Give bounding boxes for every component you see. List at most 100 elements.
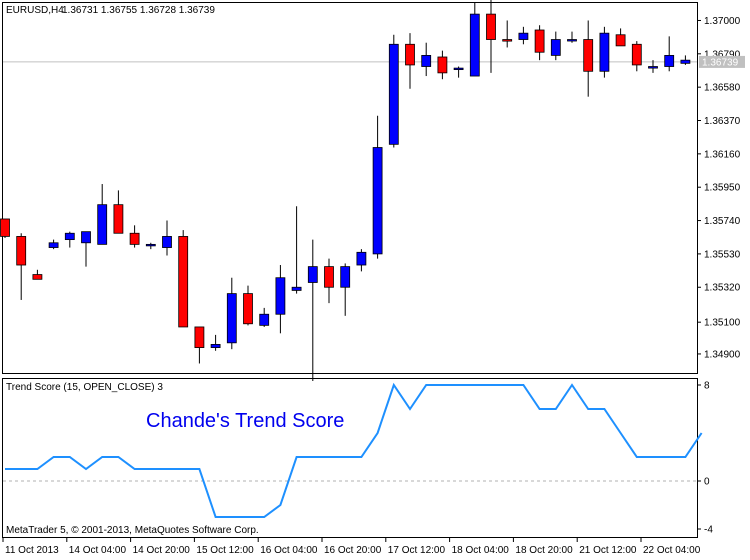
candle xyxy=(275,265,286,334)
candle xyxy=(178,230,189,328)
candle xyxy=(502,20,513,48)
indicator-tick-label: -4 xyxy=(704,525,713,536)
main-panel-frame[interactable] xyxy=(2,2,698,374)
candle-body xyxy=(437,56,448,74)
candle-body xyxy=(356,251,367,266)
candle xyxy=(340,263,351,316)
candles-layer xyxy=(0,0,691,381)
time-tick-label: 18 Oct 04:00 xyxy=(452,545,510,556)
candle-body xyxy=(631,43,642,66)
price-tick-label: 1.35950 xyxy=(704,183,741,194)
candle-body xyxy=(275,277,286,315)
candle xyxy=(631,41,642,72)
symbol-label: EURUSD,H4 xyxy=(6,5,64,16)
candle-body xyxy=(664,55,675,67)
candle xyxy=(437,50,448,80)
candle-body xyxy=(324,266,334,288)
candle xyxy=(97,184,108,245)
price-tick-label: 1.36790 xyxy=(704,49,741,60)
indicator-header: Trend Score (15, OPEN_CLOSE) 3 xyxy=(6,382,163,393)
candle-body xyxy=(405,43,415,66)
candle-body xyxy=(129,232,140,245)
candle xyxy=(226,277,237,350)
candle xyxy=(194,326,205,364)
candle-body xyxy=(259,313,270,326)
time-tick-label: 11 Oct 2013 xyxy=(5,545,59,556)
candle-body xyxy=(32,274,43,280)
current-price-tag: 1.36739 xyxy=(699,55,745,68)
candle xyxy=(162,220,172,256)
time-tick-label: 18 Oct 20:00 xyxy=(515,545,573,556)
candle-body xyxy=(145,243,156,247)
candle xyxy=(664,36,675,72)
candle xyxy=(405,33,415,89)
time-tick-label: 17 Oct 12:00 xyxy=(388,545,446,556)
price-tick-label: 1.36370 xyxy=(704,116,741,127)
price-tick-label: 1.36160 xyxy=(704,149,741,160)
candle-body xyxy=(534,29,545,53)
candle-body xyxy=(291,286,302,291)
candle xyxy=(567,31,577,43)
indicator-tick-label: 8 xyxy=(704,381,710,392)
indicator-panel-frame[interactable] xyxy=(2,378,698,538)
indicator-axis[interactable]: 8 0 -4 xyxy=(3,381,713,536)
candle xyxy=(518,26,529,45)
candle xyxy=(356,249,367,272)
price-tick-label: 1.35100 xyxy=(704,318,741,329)
candle-body xyxy=(81,231,91,244)
candle xyxy=(113,190,124,234)
candle-body xyxy=(599,32,610,72)
candle xyxy=(486,0,496,73)
candle xyxy=(145,242,156,250)
candle-body xyxy=(680,59,691,64)
candle-body xyxy=(243,293,253,325)
time-tick-label: 14 Oct 20:00 xyxy=(133,545,191,556)
candle-body xyxy=(453,67,464,71)
candle xyxy=(307,239,318,381)
candle xyxy=(81,231,91,267)
candle xyxy=(680,55,691,65)
candle xyxy=(599,26,610,78)
candle xyxy=(583,20,594,97)
price-tick-label: 1.35740 xyxy=(704,216,741,227)
candle xyxy=(421,42,432,77)
price-tick-label: 1.36580 xyxy=(704,83,741,94)
candle xyxy=(550,31,561,61)
time-axis[interactable]: 11 Oct 2013 14 Oct 04:00 14 Oct 20:00 15 Oc… xyxy=(2,538,701,556)
candle-body xyxy=(469,13,480,77)
candle xyxy=(388,34,399,148)
candle xyxy=(64,231,75,248)
price-tick-label: 1.35530 xyxy=(704,249,741,260)
candle-body xyxy=(162,236,172,248)
time-tick-label: 15 Oct 12:00 xyxy=(196,545,254,556)
candle-body xyxy=(486,13,496,40)
time-tick-label: 16 Oct 04:00 xyxy=(260,545,318,556)
candle-body xyxy=(194,326,205,348)
candle-body xyxy=(48,242,59,248)
candle-body xyxy=(421,55,432,67)
candle xyxy=(259,307,270,327)
candle-body xyxy=(518,32,529,40)
candle-body xyxy=(388,43,399,145)
candle xyxy=(324,258,334,304)
candle xyxy=(129,225,140,248)
current-price-tag-bg xyxy=(699,55,745,68)
candle-body xyxy=(567,39,577,42)
candle xyxy=(469,3,480,77)
price-tick-label: 1.34900 xyxy=(704,349,741,360)
candle-body xyxy=(97,204,108,245)
candle xyxy=(48,239,59,250)
candle-body xyxy=(16,236,27,266)
time-tick-label: 14 Oct 04:00 xyxy=(69,545,127,556)
candle-body xyxy=(113,204,124,234)
candle xyxy=(291,206,302,294)
trend-score-line xyxy=(5,382,703,518)
price-axis[interactable]: 1.37000 1.36790 1.36580 1.36370 1.36160 1.359… xyxy=(697,16,745,360)
current-price-label: 1.36739 xyxy=(702,57,739,68)
ohlc-values: 1.36731 1.36755 1.36728 1.36739 xyxy=(62,5,215,16)
candle-body xyxy=(648,66,658,69)
time-tick-label: 22 Oct 04:00 xyxy=(643,545,701,556)
indicator-line-layer xyxy=(5,382,703,518)
